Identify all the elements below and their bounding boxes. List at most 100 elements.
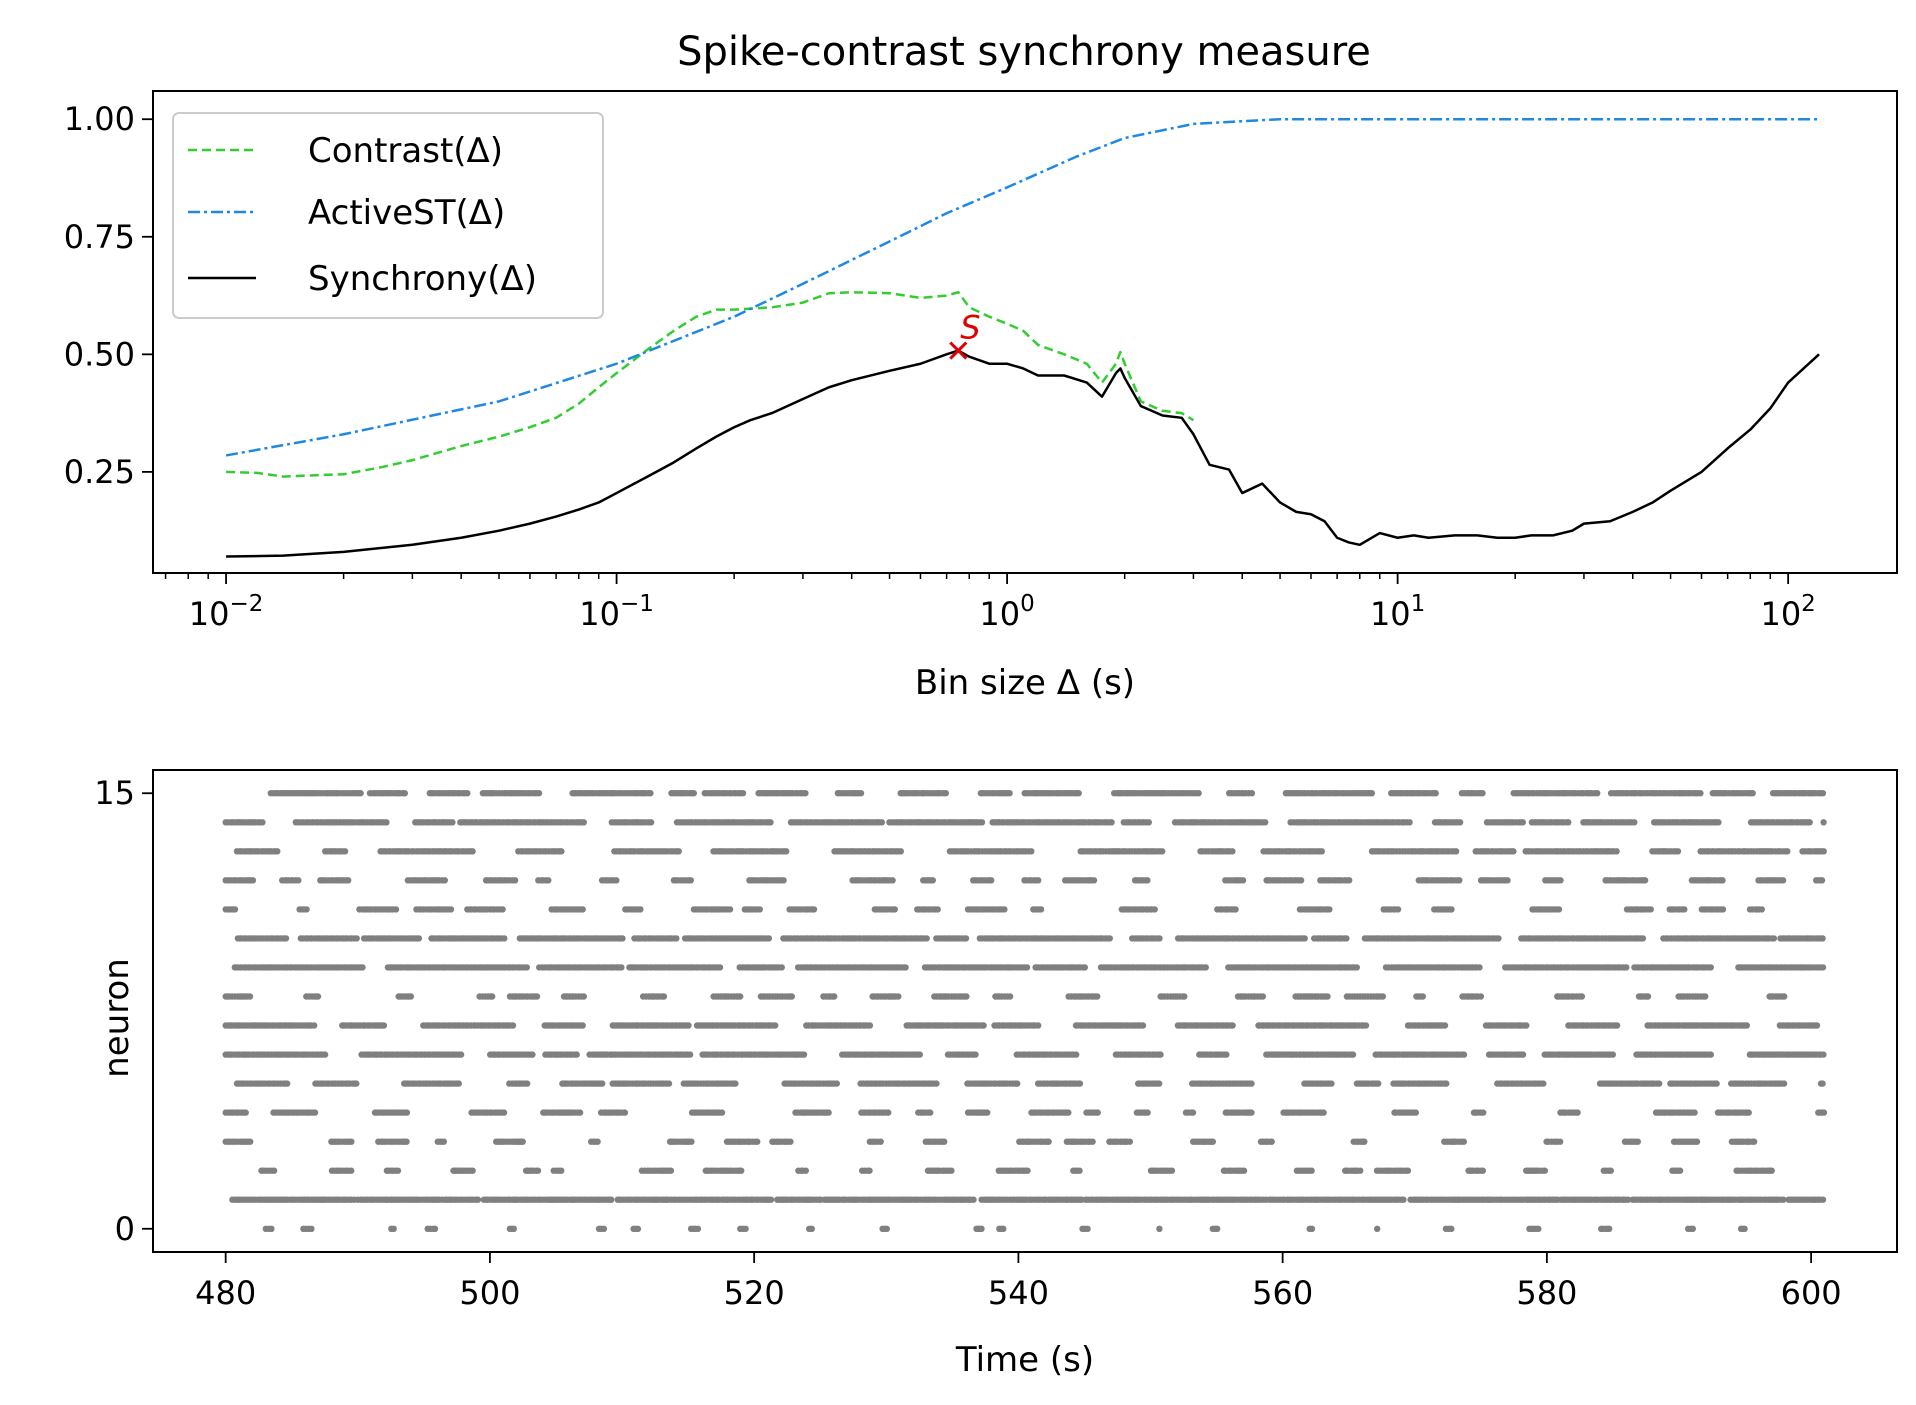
spike: [573, 1051, 580, 1058]
spike: [1229, 1022, 1236, 1029]
spike: [579, 1022, 586, 1029]
spike: [923, 935, 930, 942]
spike: [1624, 1196, 1632, 1203]
spike: [1094, 1109, 1101, 1116]
spike: [980, 1022, 987, 1029]
spike: [1448, 1225, 1455, 1233]
spike: [345, 877, 352, 884]
raster-row-neuron-2: [258, 1167, 1775, 1174]
spike: [1519, 1051, 1527, 1058]
spike: [916, 1051, 923, 1058]
spike: [1248, 1109, 1255, 1116]
spike: [686, 1051, 694, 1058]
spike: [510, 1225, 517, 1233]
spike: [600, 1225, 608, 1233]
spike: [833, 1080, 840, 1087]
spike: [1106, 935, 1114, 942]
spike: [1156, 1225, 1163, 1233]
spike: [1144, 877, 1151, 884]
spike: [787, 1138, 794, 1145]
annotation-label: S: [960, 309, 980, 347]
spike: [1758, 906, 1766, 913]
spike: [866, 1167, 873, 1174]
x-tick-label: 580: [1516, 1274, 1577, 1312]
x-tick-label: 520: [724, 1274, 785, 1312]
spike: [390, 1225, 397, 1233]
spike: [447, 906, 455, 913]
spike: [1308, 1225, 1316, 1233]
spike: [780, 877, 787, 884]
spike: [311, 1109, 319, 1116]
spike: [618, 964, 625, 971]
spike: [509, 1022, 517, 1029]
spike: [1693, 1138, 1701, 1145]
spike: [519, 1138, 526, 1145]
spike: [737, 993, 744, 1000]
spike: [1419, 993, 1427, 1000]
spike: [718, 1109, 726, 1116]
spike: [941, 1138, 948, 1145]
spike: [1743, 1022, 1751, 1029]
spike: [716, 964, 724, 971]
spike: [282, 935, 290, 942]
spike: [1647, 906, 1655, 913]
spike: [810, 906, 818, 913]
spike: [1374, 1225, 1381, 1233]
spike: [988, 877, 995, 884]
spike: [895, 993, 902, 1000]
spike: [249, 877, 257, 884]
spike: [1024, 1167, 1031, 1174]
spike: [242, 1109, 249, 1116]
spike: [403, 1138, 410, 1145]
spike: [1181, 993, 1188, 1000]
spike: [580, 993, 587, 1000]
spike: [1375, 1080, 1382, 1087]
spike: [984, 1109, 991, 1116]
spike: [321, 1051, 329, 1058]
spike: [1460, 1051, 1468, 1058]
spike: [407, 993, 415, 1000]
legend-label-activest: ActiveST(Δ): [308, 193, 505, 233]
y-tick-label: 0: [115, 1210, 135, 1248]
spike: [1750, 1138, 1758, 1145]
x-tick-label: 101: [1370, 591, 1425, 633]
spike: [1346, 877, 1353, 884]
spike: [1819, 964, 1827, 971]
spike: [1681, 906, 1688, 913]
spike: [665, 1080, 673, 1087]
spike: [295, 877, 302, 884]
x-tick-label: 102: [1760, 591, 1815, 633]
spike: [1326, 906, 1333, 913]
spike: [524, 1080, 531, 1087]
spike: [772, 1022, 779, 1029]
spike: [353, 935, 360, 942]
spike: [558, 1167, 565, 1174]
spike: [1781, 993, 1788, 1000]
spike: [359, 964, 366, 971]
spike: [284, 1080, 291, 1087]
spike: [1223, 1051, 1230, 1058]
spike: [962, 935, 970, 942]
spike: [778, 964, 785, 971]
spike: [579, 906, 586, 913]
y-tick-label: 0.50: [64, 335, 135, 373]
spike: [1719, 906, 1727, 913]
spike: [1006, 993, 1014, 1000]
spike: [1308, 1167, 1315, 1174]
spike: [754, 1138, 761, 1145]
x-tick-label: 480: [195, 1274, 256, 1312]
spike: [533, 993, 541, 1000]
x-tick-label: 10−2: [189, 591, 264, 633]
spike: [891, 906, 898, 913]
spike: [1676, 1167, 1684, 1174]
spike: [534, 1167, 542, 1174]
spike: [756, 906, 763, 913]
spike: [474, 1196, 482, 1203]
spike: [1606, 1225, 1613, 1233]
spike: [1361, 1138, 1368, 1145]
spike: [1357, 1167, 1364, 1174]
spike: [247, 1138, 254, 1145]
spike: [1189, 1109, 1197, 1116]
spike: [1035, 1022, 1042, 1029]
